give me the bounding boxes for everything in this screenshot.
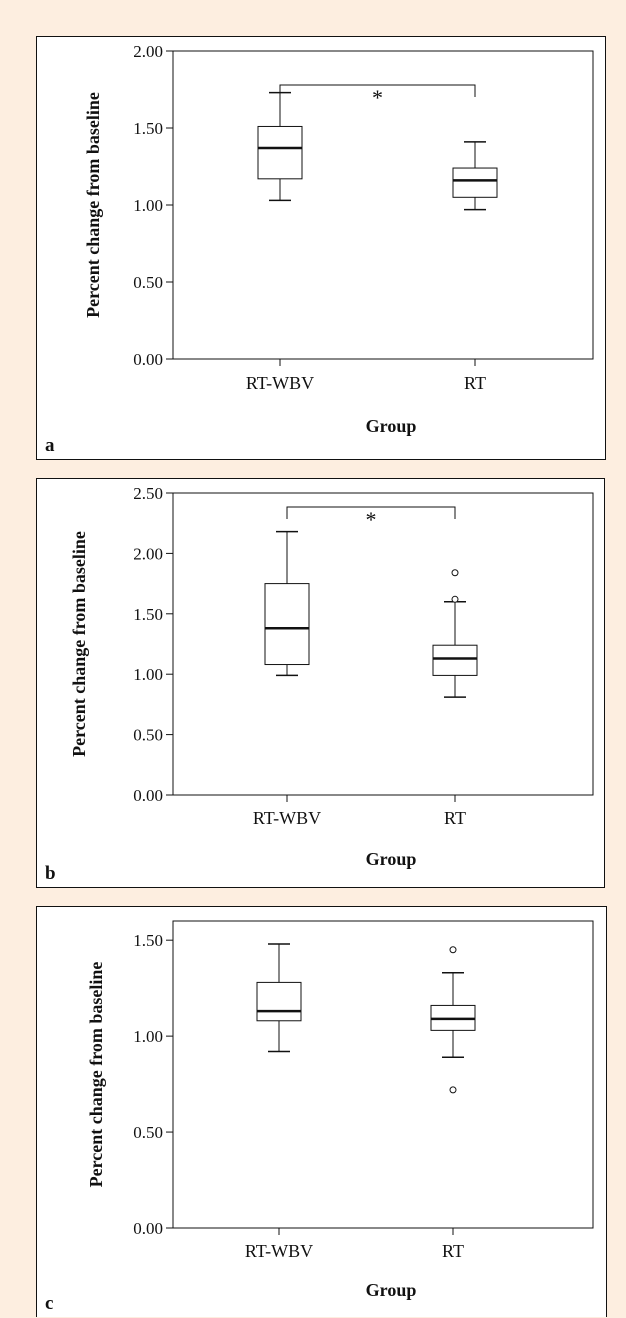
x-axis-title: Group	[366, 1280, 417, 1300]
significance-bracket	[286, 506, 456, 519]
outlier-point	[451, 595, 459, 603]
outlier-point	[449, 1086, 457, 1094]
box-iqr	[264, 583, 310, 666]
y-tick-label: 0.50	[133, 273, 163, 292]
x-category-label: RT-WBV	[245, 1241, 313, 1261]
boxplot-panel-a: 0.00 0.50 1.00 1.50 2.00 RT-WBV RT Group Percent…	[36, 36, 606, 460]
chart-svg-b: 0.00 0.50 1.00 1.50 2.00 2.50 RT-WBV RT Group Per…	[69, 484, 594, 869]
significance-star: *	[372, 85, 383, 110]
y-tick-label: 0.50	[133, 726, 163, 745]
y-tick-label: 1.00	[133, 665, 163, 684]
x-category-label: RT	[444, 808, 466, 828]
x-axis-title: Group	[366, 416, 417, 436]
y-axis-title: Percent change from baseline	[86, 962, 106, 1188]
y-tick-label: 1.00	[133, 1027, 163, 1046]
y-tick-label: 1.50	[133, 605, 163, 624]
box-iqr	[257, 125, 303, 180]
x-axis-title: Group	[366, 849, 417, 869]
y-tick-label: 0.50	[133, 1123, 163, 1142]
y-tick-label: 2.50	[133, 484, 163, 503]
y-axis-title: Percent change from baseline	[83, 92, 103, 318]
y-tick-label: 1.00	[133, 196, 163, 215]
chart-svg-a: 0.00 0.50 1.00 1.50 2.00 RT-WBV RT Group Percent…	[83, 42, 594, 436]
y-tick-label: 2.00	[133, 42, 163, 61]
plot-area-frame	[172, 920, 594, 1229]
y-tick-label: 1.50	[133, 931, 163, 950]
y-tick-label: 1.50	[133, 119, 163, 138]
outlier-point	[449, 946, 457, 954]
chart-svg-c: 0.00 0.50 1.00 1.50 RT-WBV RT Group Percent cha…	[86, 920, 594, 1300]
y-axis-title: Percent change from baseline	[69, 531, 89, 757]
y-tick-label: 0.00	[133, 350, 163, 369]
x-category-label: RT	[464, 373, 486, 393]
boxplot-panel-c: 0.00 0.50 1.00 1.50 RT-WBV RT Group Percent cha…	[36, 906, 607, 1317]
y-tick-label: 0.00	[133, 786, 163, 805]
outlier-point	[451, 569, 459, 577]
x-category-label: RT-WBV	[246, 373, 314, 393]
box-iqr	[256, 981, 302, 1022]
significance-star: *	[366, 507, 377, 532]
panel-label-c: c	[45, 1293, 54, 1314]
panel-label-b: b	[45, 863, 56, 884]
x-category-label: RT-WBV	[253, 808, 321, 828]
significance-bracket	[279, 84, 476, 97]
box-iqr	[432, 644, 478, 676]
plot-area-frame	[172, 492, 594, 796]
y-tick-label: 2.00	[133, 544, 163, 563]
boxplot-panel-b: 0.00 0.50 1.00 1.50 2.00 2.50 RT-WBV RT Group Per…	[36, 478, 605, 888]
plot-area-frame	[172, 50, 594, 360]
y-tick-label: 0.00	[133, 1219, 163, 1238]
box-iqr	[452, 167, 498, 198]
panel-label-a: a	[45, 435, 55, 456]
x-category-label: RT	[442, 1241, 464, 1261]
